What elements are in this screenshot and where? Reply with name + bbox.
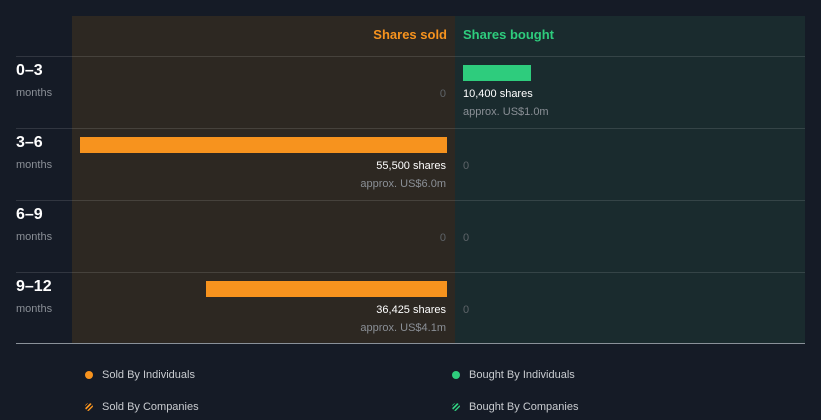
orange-dot-icon [85, 371, 93, 379]
bought-shares: 10,400 shares [463, 88, 533, 100]
sold-approx-value: approx. US$6.0m [360, 178, 446, 190]
row-divider [16, 272, 805, 273]
sold-bar[interactable] [80, 137, 447, 153]
sold-approx-value: approx. US$4.1m [360, 322, 446, 334]
period-unit: months [16, 303, 53, 315]
period-label: 0–3 [16, 62, 43, 79]
orange-hatched-dot-icon [85, 403, 93, 411]
green-hatched-dot-icon [452, 403, 460, 411]
sold-shares: 36,425 shares [376, 304, 446, 316]
period-label: 6–9 [16, 206, 43, 223]
bought-value: 0 [463, 232, 470, 244]
legend-sold-individuals: Sold By Individuals [85, 369, 195, 381]
shares-bought-header: Shares bought [463, 27, 555, 42]
legend-label: Bought By Companies [469, 401, 579, 413]
period-row-9-12: 9–12 months 36,425 shares approx. US$4.1… [0, 273, 821, 345]
bought-value: 0 [463, 160, 470, 172]
bought-value: 0 [463, 304, 470, 316]
bought-approx-value: approx. US$1.0m [463, 106, 549, 118]
period-unit: months [16, 231, 53, 243]
chart-baseline [16, 343, 805, 344]
period-unit: months [16, 159, 53, 171]
shares-sold-header: Shares sold [373, 27, 447, 42]
green-dot-icon [452, 371, 460, 379]
legend-sold-companies: Sold By Companies [85, 401, 199, 413]
period-row-3-6: 3–6 months 55,500 shares approx. US$6.0m… [0, 129, 821, 201]
period-label: 9–12 [16, 278, 52, 295]
legend-bought-companies: Bought By Companies [452, 401, 578, 413]
period-row-6-9: 6–9 months 0 0 [0, 201, 821, 273]
legend-label: Sold By Companies [102, 401, 199, 413]
sold-value: 0 [439, 232, 446, 244]
legend-bought-individuals: Bought By Individuals [452, 369, 575, 381]
bought-bar[interactable] [463, 65, 531, 81]
row-divider [16, 200, 805, 201]
legend-label: Sold By Individuals [102, 369, 195, 381]
row-divider [16, 56, 805, 57]
row-divider [16, 128, 805, 129]
legend-label: Bought By Individuals [469, 369, 575, 381]
period-label: 3–6 [16, 134, 43, 151]
sold-value: 0 [439, 88, 446, 100]
period-row-0-3: 0–3 months 0 10,400 shares approx. US$1.… [0, 57, 821, 129]
period-unit: months [16, 87, 53, 99]
sold-bar[interactable] [206, 281, 447, 297]
sold-shares: 55,500 shares [376, 160, 446, 172]
